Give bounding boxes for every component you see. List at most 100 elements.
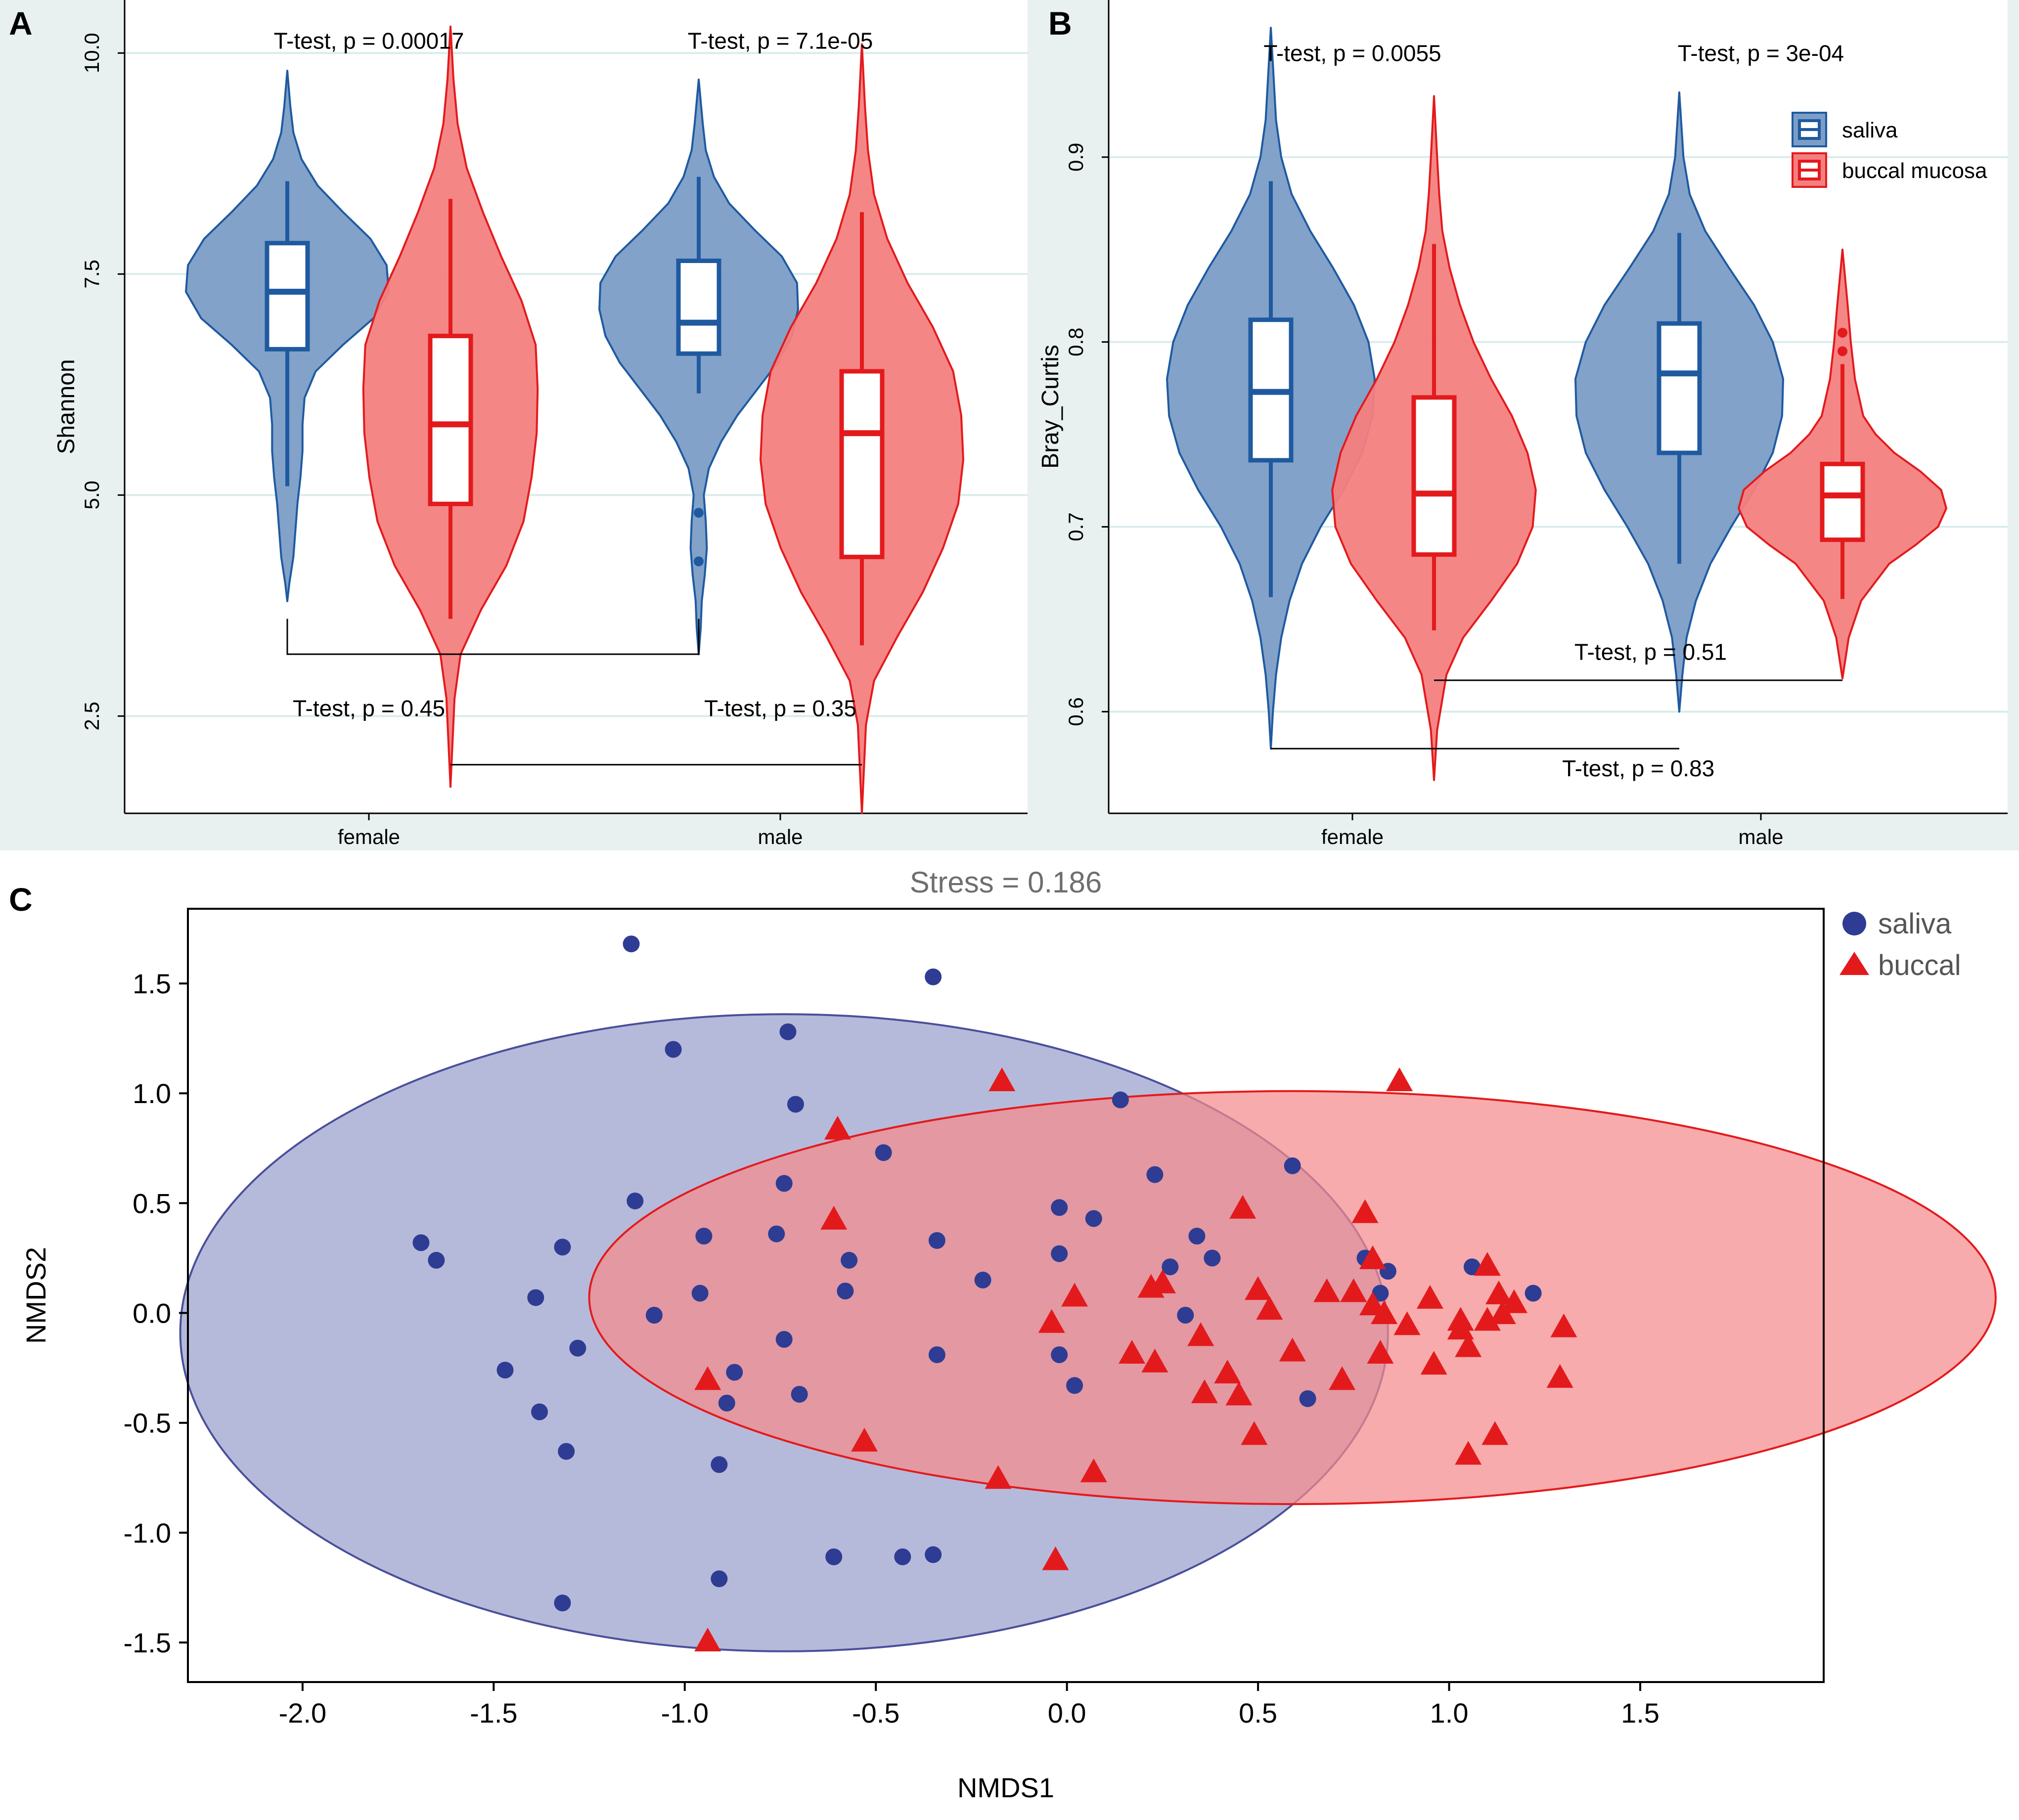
saliva-point (1525, 1285, 1542, 1302)
x-tick-label: male (1738, 825, 1783, 848)
saliva-point (1112, 1091, 1129, 1109)
panel-c-nmds-scatter: Stress = 0.186 -2.0 -1.5 -1.0 -0.5 0.0 0.5 1.0 1… (20, 866, 1997, 1803)
saliva-point (1085, 1210, 1102, 1227)
box-iqr (428, 333, 473, 506)
saliva-point (691, 1285, 709, 1302)
x-tick-label: 0.0 (1048, 1697, 1086, 1729)
saliva-point (623, 935, 640, 953)
buccal-point (1393, 1311, 1421, 1335)
buccal-point (1447, 1316, 1474, 1340)
saliva-point (645, 1306, 663, 1324)
legend-saliva-marker (1842, 912, 1866, 935)
saliva-point (695, 1228, 713, 1245)
saliva-point (1146, 1166, 1164, 1183)
buccal-point (1351, 1199, 1379, 1223)
box-iqr (1657, 321, 1702, 455)
buccal-point (1455, 1333, 1482, 1357)
buccal-point (1455, 1441, 1482, 1465)
buccal-point (1119, 1339, 1146, 1364)
buccal-point (1500, 1289, 1527, 1313)
buccal-point (820, 1205, 848, 1230)
p-value-annotation: T-test, p = 3e-04 (1678, 40, 1844, 66)
saliva-point (428, 1251, 445, 1269)
y-tick-label: 0.5 (133, 1188, 171, 1219)
y-tick-label: 0.0 (133, 1298, 171, 1329)
buccal-point (1225, 1381, 1253, 1406)
buccal-point (1241, 1421, 1268, 1445)
buccal-point (1420, 1351, 1447, 1375)
outlier-point (694, 508, 704, 518)
buccal-point (824, 1115, 851, 1140)
saliva-point (1162, 1258, 1179, 1276)
buccal-point (1340, 1278, 1367, 1302)
saliva-point (825, 1548, 843, 1565)
outlier-point (1838, 327, 1847, 338)
panel-a-label: A (9, 5, 33, 42)
plot-frame (187, 908, 1825, 1683)
confidence-ellipse-buccal (588, 1090, 1997, 1506)
legend-buccal-marker (1840, 952, 1869, 975)
y-tick-label: 1.0 (133, 1078, 171, 1109)
buccal-point (1481, 1421, 1509, 1445)
outlier-point (1838, 346, 1847, 356)
p-value-annotation: T-test, p = 0.51 (1574, 639, 1727, 665)
buccal-point (1474, 1252, 1501, 1276)
x-tick-label: -1.0 (661, 1697, 709, 1729)
x-tick-label: 1.0 (1430, 1697, 1469, 1729)
saliva-point (1284, 1157, 1301, 1174)
buccal-point (1149, 1269, 1176, 1293)
buccal-point (1489, 1300, 1516, 1324)
saliva-point (1204, 1249, 1221, 1267)
saliva-point (768, 1225, 785, 1243)
buccal-point (694, 1366, 721, 1390)
saliva-point (775, 1175, 793, 1192)
x-axis-title: NMDS1 (957, 1772, 1054, 1803)
saliva-point (894, 1548, 911, 1565)
y-tick-label: 1.5 (133, 968, 171, 999)
saliva-point (974, 1271, 991, 1288)
y-axis-title: Shannon (53, 359, 80, 454)
box-iqr (1820, 461, 1865, 542)
x-tick-label: -0.5 (852, 1697, 900, 1729)
buccal-point (1191, 1379, 1218, 1403)
buccal-point (1329, 1366, 1356, 1390)
saliva-point (925, 968, 942, 985)
saliva-point (1463, 1258, 1481, 1276)
saliva-point (1372, 1285, 1389, 1302)
significance-bracket (286, 619, 700, 655)
saliva-point (1299, 1390, 1316, 1407)
panel-a-shannon-violin: 2.5 5.0 7.5 10.0 Shannon female male T-test, p … (0, 0, 1028, 850)
x-tick-label: 1.5 (1621, 1697, 1660, 1729)
buccal-point (1080, 1458, 1107, 1482)
legend-label: saliva (1842, 118, 1898, 142)
y-tick-label: 5.0 (80, 481, 103, 509)
box-iqr (1411, 395, 1457, 557)
saliva-point (837, 1283, 854, 1300)
y-tick-label: -1.0 (124, 1517, 172, 1549)
saliva-point (1051, 1346, 1068, 1363)
buccal-point (1546, 1364, 1573, 1388)
p-value-annotation: T-test, p = 0.0055 (1263, 40, 1441, 66)
saliva-point (1177, 1306, 1194, 1324)
buccal-point (1214, 1359, 1241, 1383)
p-value-annotation: T-test, p = 0.45 (293, 695, 445, 721)
box-iqr (676, 258, 721, 356)
buccal-point (1550, 1313, 1577, 1337)
saliva-point (779, 1023, 797, 1040)
saliva-point (558, 1443, 575, 1460)
saliva-point (841, 1251, 858, 1269)
saliva-point (665, 1041, 682, 1058)
saliva-point (928, 1232, 945, 1249)
y-tick-label: 0.6 (1064, 697, 1087, 726)
legend-buccal-label: buccal (1878, 949, 1961, 981)
buccal-point (988, 1067, 1016, 1092)
buccal-point (1229, 1195, 1256, 1219)
buccal-point (1386, 1067, 1413, 1092)
p-value-annotation: T-test, p = 0.83 (1562, 755, 1714, 781)
saliva-point (726, 1364, 743, 1381)
y-axis-title: NMDS2 (20, 1247, 51, 1344)
saliva-point (554, 1595, 571, 1612)
panel-c-label: C (9, 881, 33, 918)
saliva-point (1066, 1377, 1083, 1394)
